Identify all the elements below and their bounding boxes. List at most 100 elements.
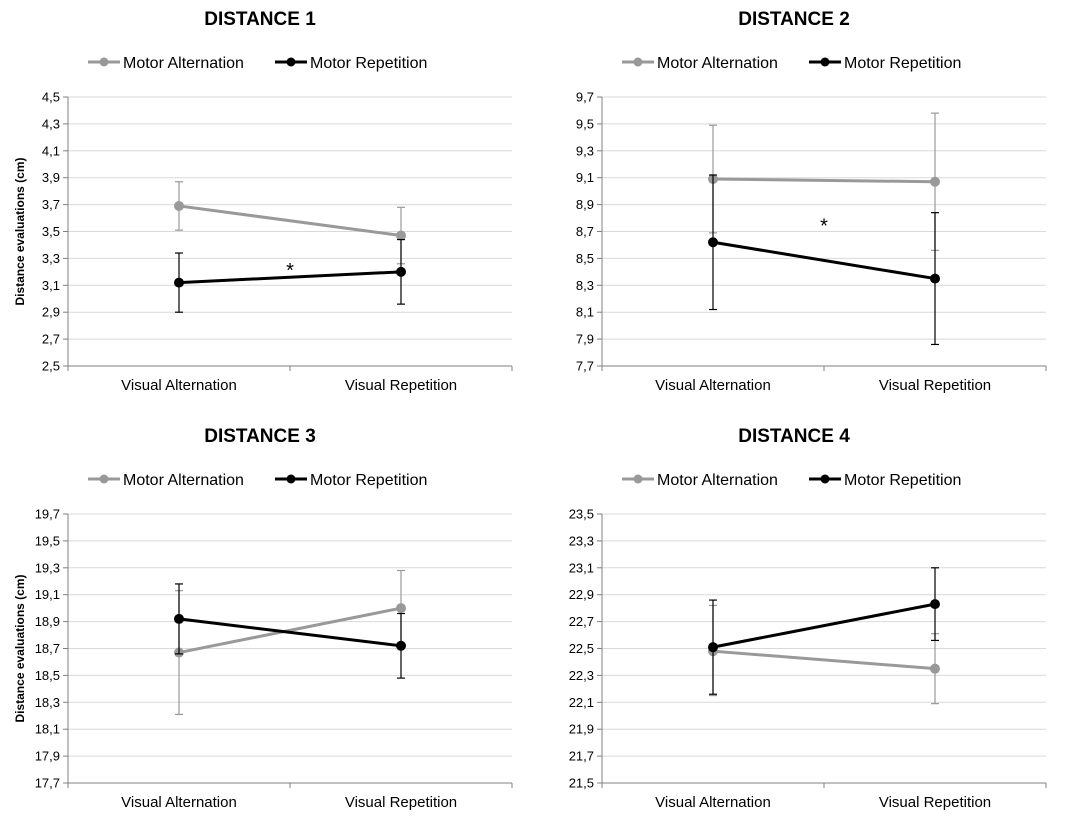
y-tick-label: 7,9 [576,332,594,347]
data-point [396,230,406,241]
y-tick-label: 18,3 [35,695,60,710]
series-line [178,606,402,655]
chart-panel: DISTANCE 1 Motor Alternation Motor Repetit… [0,0,533,406]
y-tick-label: 3,1 [42,278,60,293]
y-tick-label: 22,1 [569,695,594,710]
data-point [708,237,718,248]
data-point [930,663,940,674]
y-tick-label: 2,5 [42,359,60,374]
x-category-label: Visual Repetition [345,377,457,394]
y-tick-label: 22,5 [569,641,594,656]
y-tick-label: 21,9 [569,722,594,737]
y-tick-label: 18,7 [35,641,60,656]
series-motor-repetition [708,567,940,695]
x-category-label: Visual Repetition [879,377,991,394]
y-tick-label: 19,3 [35,560,60,575]
y-tick-label: 18,9 [35,614,60,629]
y-axis-title: Distance evaluations (cm) [13,157,27,305]
legend-motor-repetition: Motor Repetition [809,55,961,72]
y-tick-label: 3,9 [42,170,60,185]
significance-marker: * [820,216,828,238]
x-category-label: Visual Repetition [879,794,991,811]
chart-panel: DISTANCE 4 Motor Alternation Motor Repetit… [534,417,1067,823]
legend-marker-swatch [286,474,296,484]
legend-marker-swatch [820,57,830,67]
y-tick-label: 3,5 [42,224,60,239]
y-tick-label: 4,3 [42,116,60,131]
legend-motor-repetition: Motor Repetition [809,472,961,489]
legend-marker-swatch [99,474,109,484]
legend-marker-swatch [633,57,643,67]
chart-title: DISTANCE 1 [204,9,316,30]
y-tick-label: 2,7 [42,332,60,347]
x-category-label: Visual Repetition [345,794,457,811]
y-tick-label: 17,9 [35,749,60,764]
chart-panel: DISTANCE 3 Motor Alternation Motor Repetit… [0,417,533,823]
legend-motor-alternation: Motor Alternation [88,55,244,72]
data-point [930,273,940,284]
series-line [712,177,936,184]
series-motor-alternation [174,181,406,265]
data-point [396,640,406,651]
significance-marker: * [286,260,294,282]
y-tick-label: 21,7 [569,749,594,764]
line-chart: DISTANCE 3 Motor Alternation Motor Repetit… [13,426,513,811]
y-tick-label: 8,9 [576,197,594,212]
chart-title: DISTANCE 3 [204,426,316,447]
y-tick-label: 22,9 [569,587,594,602]
legend-motor-alternation: Motor Alternation [622,472,778,489]
y-tick-label: 9,7 [576,90,594,105]
y-tick-label: 8,5 [576,251,594,266]
y-tick-label: 9,1 [576,170,594,185]
series-motor-repetition [708,174,940,346]
data-point [174,200,184,211]
y-tick-label: 18,5 [35,668,60,683]
y-axis-title: Distance evaluations (cm) [13,574,27,722]
line-chart: DISTANCE 4 Motor Alternation Motor Repetit… [569,426,1047,811]
y-tick-label: 23,3 [569,533,594,548]
data-point [930,176,940,187]
x-category-label: Visual Alternation [655,377,771,394]
legend-label: Motor Alternation [123,472,244,489]
y-tick-label: 21,5 [569,776,594,791]
y-tick-label: 19,7 [35,507,60,522]
y-tick-label: 2,9 [42,305,60,320]
series-line [178,617,402,648]
line-chart: DISTANCE 1 Motor Alternation Motor Repetit… [13,9,513,394]
y-tick-label: 19,1 [35,587,60,602]
y-tick-label: 4,1 [42,143,60,158]
legend-label: Motor Repetition [310,472,427,489]
legend-motor-repetition: Motor Repetition [275,55,427,72]
y-tick-label: 22,3 [569,668,594,683]
series-line [712,240,936,281]
y-tick-label: 7,7 [576,359,594,374]
series-motor-alternation [708,604,940,705]
y-tick-label: 3,7 [42,197,60,212]
y-tick-label: 4,5 [42,90,60,105]
series-line [712,649,936,671]
legend-marker-swatch [286,57,296,67]
data-point [396,266,406,277]
data-point [930,599,940,610]
y-tick-label: 19,5 [35,533,60,548]
data-point [396,603,406,614]
y-tick-label: 8,1 [576,305,594,320]
legend-marker-swatch [820,474,830,484]
x-category-label: Visual Alternation [121,794,237,811]
legend-motor-alternation: Motor Alternation [88,472,244,489]
data-point [174,613,184,624]
legend-label: Motor Repetition [310,55,427,72]
y-tick-label: 22,7 [569,614,594,629]
y-tick-label: 8,3 [576,278,594,293]
chart-title: DISTANCE 4 [738,426,850,447]
y-tick-label: 9,3 [576,143,594,158]
legend-marker-swatch [99,57,109,67]
legend-motor-repetition: Motor Repetition [275,472,427,489]
x-category-label: Visual Alternation [121,377,237,394]
y-tick-label: 8,7 [576,224,594,239]
series-motor-repetition [174,583,406,679]
legend-marker-swatch [633,474,643,484]
y-tick-label: 3,3 [42,251,60,266]
y-tick-label: 23,5 [569,507,594,522]
x-category-label: Visual Alternation [655,794,771,811]
